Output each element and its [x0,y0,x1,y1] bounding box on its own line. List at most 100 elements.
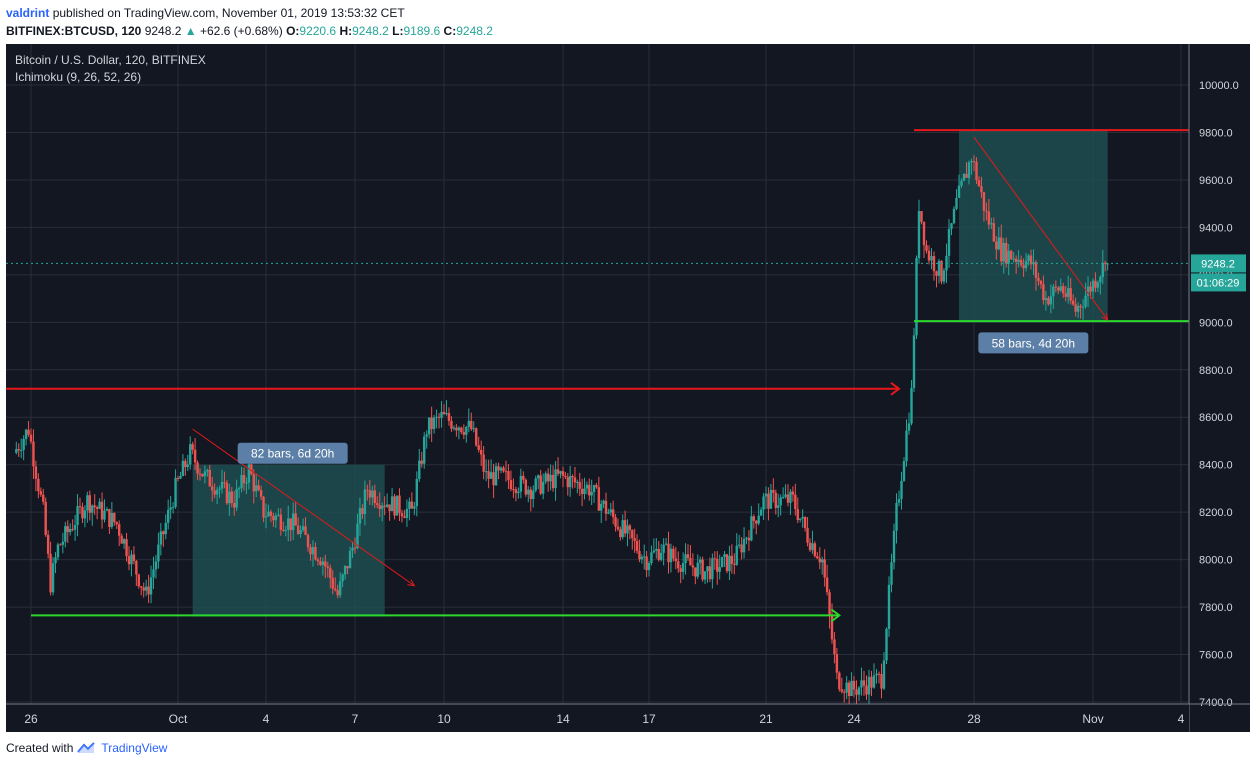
candle-body [556,469,560,474]
tradingview-brand-link[interactable]: TradingView [101,741,168,755]
candle-body [794,494,797,510]
candle-body [631,529,634,539]
last-price-tag-text: 9248.2 [1201,258,1235,270]
candle-body [838,672,841,690]
candle-body [198,473,202,475]
candle-body [479,449,483,455]
candle-body [274,515,278,521]
candle-body [652,550,656,553]
candle-body [887,584,891,629]
trend-line [192,428,415,587]
candle-body [801,517,804,519]
candle-body [1094,280,1097,288]
candle-body [447,413,451,421]
candle-body [1002,242,1005,262]
time-axis[interactable] [6,704,1189,732]
candle-body [932,256,936,272]
candle-body [611,509,615,518]
candle-body [348,550,352,569]
candle-body [76,506,79,525]
candle-body [900,480,903,500]
low-value: 9189.6 [403,24,441,38]
candle-body [83,510,87,519]
candle-body [728,555,731,572]
candle-body [152,569,155,578]
candle-body [960,180,963,186]
candle-body [752,516,756,521]
candle-body [915,258,918,336]
candle-body [225,482,229,504]
candle-body [701,559,704,580]
candle-body [950,223,953,229]
candle-body [524,479,528,495]
price-axis-labels: 10000.09800.09600.09400.09200.09000.0880… [1199,80,1239,709]
candle-body [779,497,782,506]
candle-body [1071,300,1075,305]
candle-body [696,562,699,577]
candle-body [44,501,47,535]
candle-body [1084,295,1087,307]
candle-body [655,548,658,551]
candle-body [49,553,52,593]
price-axis[interactable] [1189,44,1250,704]
candle-body [514,489,518,494]
candle-body [843,691,846,693]
candle-body [393,496,396,516]
candle-body [378,505,381,509]
candle-body [432,417,436,430]
candle-body [616,526,620,530]
candle-body [930,256,933,261]
candle-body [380,505,384,509]
author-link[interactable]: valdrint [6,6,50,20]
candle-body [860,680,863,688]
y-tick-label: 8800.0 [1199,365,1233,377]
candle-body [142,587,145,591]
candle-body [583,488,586,495]
candle-body [252,474,255,492]
candle-body [371,490,374,498]
y-tick-label: 8200.0 [1199,507,1233,519]
countdown-tag [1191,273,1246,292]
candle-body [420,460,423,464]
candle-body [980,186,983,193]
price-chart[interactable]: 82 bars, 6d 20h 58 bars, 4d 20h 10000.0 98… [1,44,1250,732]
candle-body [240,475,243,489]
candle-body [1019,259,1023,265]
candle-body [578,482,581,489]
candle-body [331,578,334,589]
candle-body [1096,282,1100,288]
candle-body [1057,287,1060,291]
candle-body [42,494,45,502]
range-label-text: 58 bars, 4d 20h [992,336,1075,350]
candle-body [561,471,565,476]
candle-body [1101,262,1104,277]
candle-body [662,544,665,553]
candle-body [786,494,790,503]
candle-body [113,513,116,523]
candle-body [343,565,347,575]
candle-body [544,473,547,482]
candle-body [309,547,312,555]
y-tick-label: 10000.0 [1199,80,1239,92]
candle-body [890,562,893,585]
candle-body [294,513,297,526]
candle-body [1032,262,1035,265]
candle-body [1022,264,1025,269]
created-with-text: Created with [6,741,74,755]
candle-body [154,561,158,570]
candle-body [32,441,35,467]
candle-body [1052,286,1055,297]
candle-body [917,211,921,259]
candle-body [872,675,876,688]
chart-area[interactable]: 82 bars, 6d 20h 58 bars, 4d 20h 10000.0 98… [1,44,1250,732]
candle-body [61,541,65,545]
candle-body [410,501,414,509]
candle-body [1000,237,1003,262]
symbol-label: BITFINEX:BTCUSD, 120 [6,24,142,38]
candle-body [862,680,866,686]
candle-body [334,588,337,591]
candle-body [445,413,448,415]
candle-body [942,270,946,282]
candle-body [499,467,503,471]
green-arrow-head-icon [830,608,841,623]
